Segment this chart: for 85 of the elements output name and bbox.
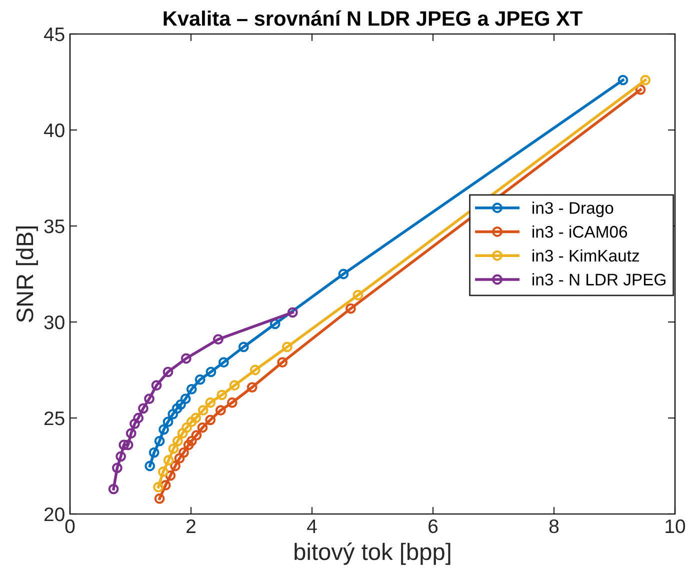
point — [618, 74, 628, 86]
point — [191, 430, 202, 440]
legend-label: in3 - N LDR JPEG — [532, 273, 666, 286]
point — [205, 397, 216, 408]
point — [176, 399, 186, 410]
y-tick-label: 30 — [44, 315, 64, 330]
point — [640, 74, 651, 86]
point — [162, 366, 174, 378]
point — [186, 384, 197, 394]
legend-label: in3 - iCAM06 — [532, 225, 628, 238]
point — [352, 290, 364, 300]
point — [158, 424, 169, 435]
point — [229, 380, 240, 391]
point — [250, 364, 260, 376]
point — [170, 460, 180, 472]
point — [180, 353, 192, 364]
y-tick-label: 35 — [44, 219, 64, 234]
point — [338, 268, 349, 280]
point — [246, 382, 258, 392]
point — [133, 412, 144, 424]
point — [197, 422, 208, 433]
legend-label: in3 - Drago — [532, 202, 614, 218]
point — [186, 416, 197, 428]
point — [168, 444, 179, 454]
y-tick-label: 25 — [44, 411, 64, 426]
point — [108, 484, 119, 494]
point — [270, 318, 280, 330]
point — [144, 460, 156, 472]
point — [122, 440, 134, 450]
x-axis-title: bitový tok [bpp] — [294, 542, 450, 565]
point — [180, 394, 191, 404]
point — [163, 455, 174, 466]
y-tick-label: 40 — [44, 123, 64, 138]
point — [154, 493, 165, 504]
point — [346, 303, 356, 314]
point — [154, 436, 165, 446]
point — [194, 374, 206, 385]
point — [172, 403, 182, 414]
x-tick-label: 6 — [428, 519, 438, 534]
x-tick-label: 0 — [65, 519, 75, 534]
point — [287, 307, 298, 318]
y-axis-title: SNR [dB] — [16, 226, 38, 322]
point — [218, 357, 229, 368]
legend-label: in3 - KimKautz — [532, 249, 639, 262]
point — [148, 447, 160, 458]
x-tick-label: 4 — [307, 520, 317, 533]
point — [186, 436, 197, 446]
point — [130, 418, 140, 429]
point — [635, 84, 646, 95]
point — [168, 408, 178, 420]
x-tick-label: 2 — [186, 519, 196, 533]
point — [153, 482, 164, 492]
point — [213, 334, 224, 344]
y-tick-label: 20 — [44, 507, 64, 522]
point — [162, 416, 174, 428]
y-tick-label: 45 — [44, 28, 64, 42]
point — [138, 403, 148, 414]
point — [277, 357, 288, 368]
point — [215, 405, 226, 416]
point — [282, 342, 292, 352]
point — [172, 436, 183, 446]
point — [144, 394, 154, 404]
x-tick-label: 8 — [549, 519, 559, 534]
point — [182, 422, 192, 433]
point — [178, 447, 189, 458]
point — [112, 462, 122, 474]
x-tick-label: 10 — [666, 519, 686, 534]
point — [158, 466, 168, 477]
point — [216, 390, 228, 400]
point — [126, 428, 136, 439]
point — [198, 405, 208, 416]
point — [226, 397, 238, 408]
point — [116, 451, 126, 462]
point — [118, 440, 130, 450]
chart-title: Kvalita – srovnání N LDR JPEG a JPEG XT — [164, 10, 582, 26]
point — [183, 440, 194, 450]
point — [238, 342, 249, 352]
point — [151, 380, 162, 391]
point — [165, 470, 176, 481]
point — [206, 366, 216, 378]
point — [160, 480, 171, 490]
point — [177, 428, 188, 439]
point — [190, 412, 202, 424]
point — [174, 453, 185, 464]
point — [205, 414, 216, 426]
